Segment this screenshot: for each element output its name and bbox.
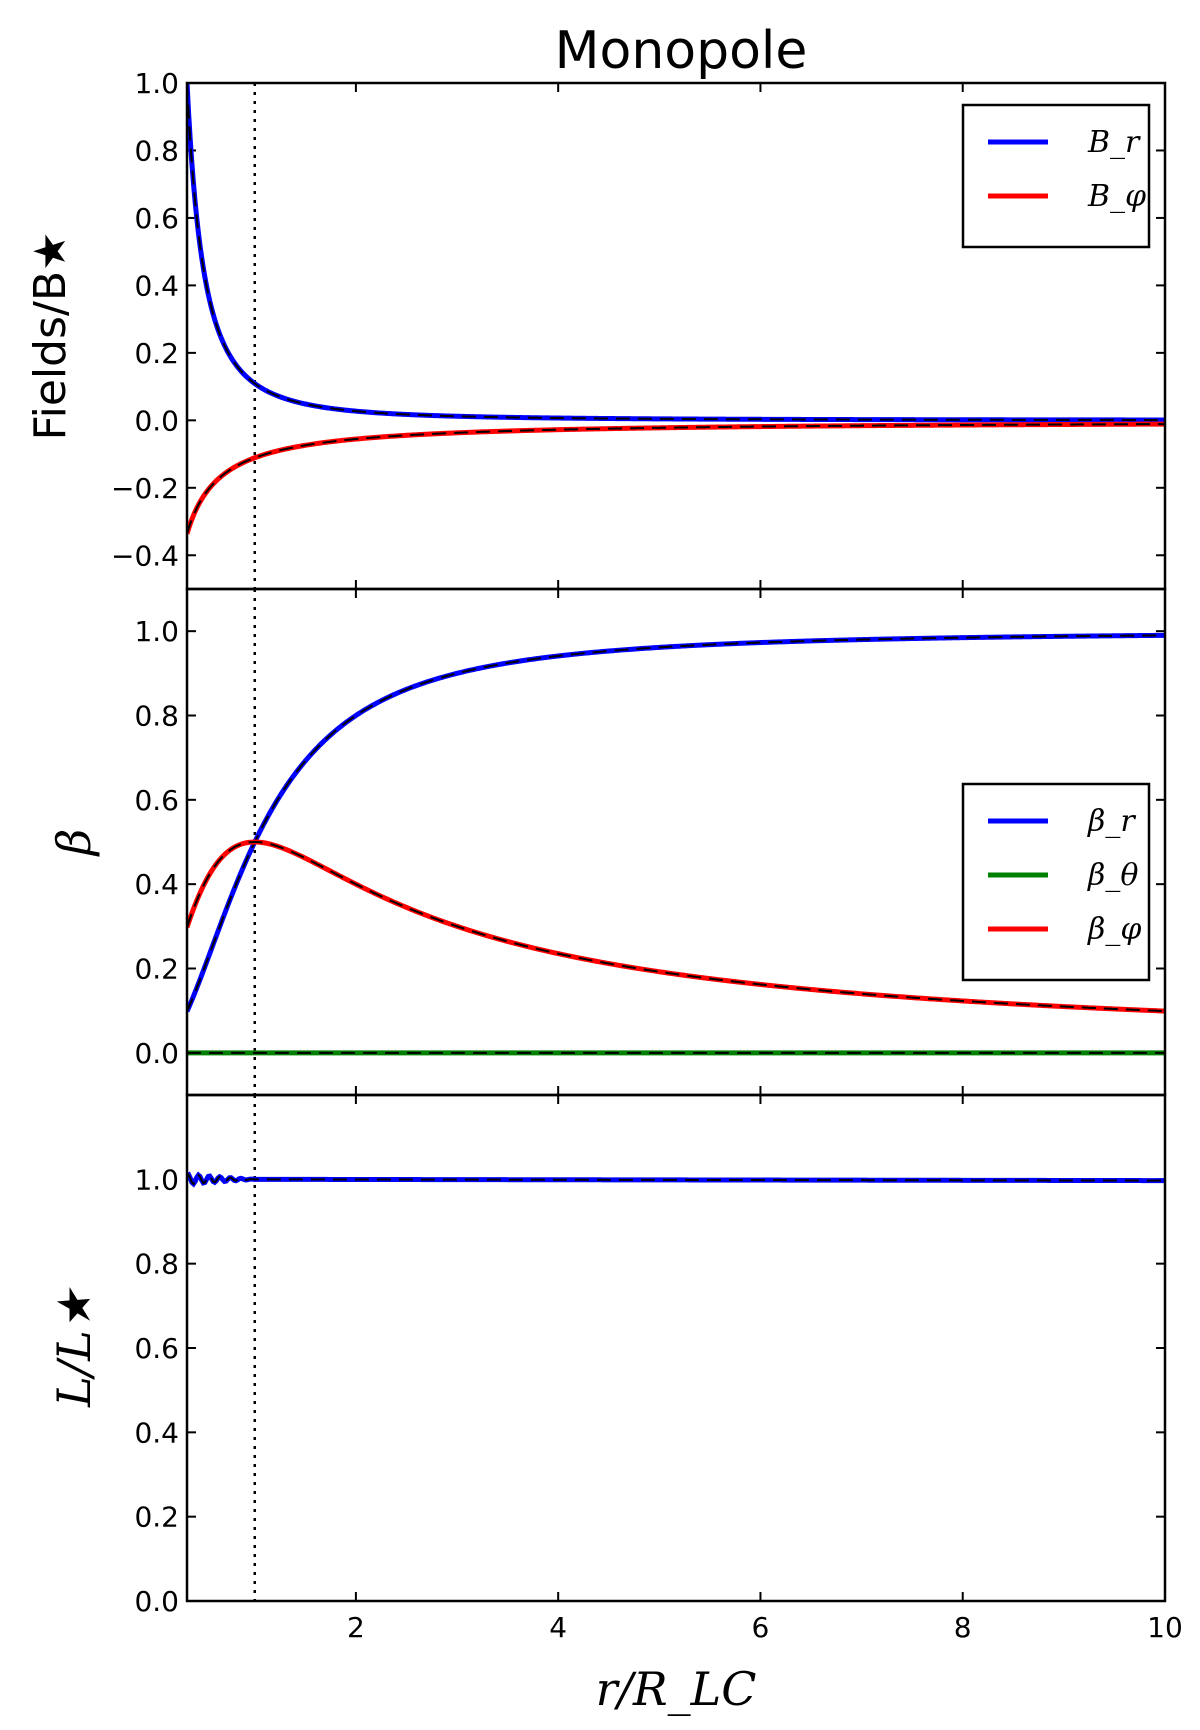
chart-title: Monopole	[555, 21, 808, 81]
y-tick-label: 1.0	[134, 615, 179, 648]
legend-label: B_φ	[1087, 179, 1146, 214]
legend: B_r B_φ	[961, 103, 1151, 249]
y-tick-label: 1.0	[134, 67, 179, 100]
panel-beta: 1.0 0.8 0.6 0.4 0.2 0.0 β β_r β_θ β_φ	[47, 587, 1167, 1097]
analytic-line-β_φ	[187, 840, 1165, 1013]
analytic-line-B_φ	[187, 423, 1165, 535]
y-tick-label: 0.0	[134, 1037, 179, 1070]
y-tick-label: −0.4	[111, 539, 179, 572]
legend-label: β_r	[1087, 804, 1136, 839]
analytic-line-B_r	[187, 83, 1165, 421]
legend-label: β_θ	[1087, 858, 1138, 893]
y-tick-label: 0.4	[134, 1416, 179, 1449]
y-tick-label: 0.4	[134, 868, 179, 901]
x-tick-label: 8	[954, 1611, 972, 1644]
y-axis-label: L/L★	[47, 1286, 101, 1408]
y-tick-label: −0.2	[111, 472, 179, 505]
y-tick-label: 0.2	[134, 337, 179, 370]
legend-box	[961, 782, 1151, 982]
panel-fields: 1.00.80.60.40.20.0−0.2−0.4Fields/B★B_rB_…	[25, 67, 1167, 591]
analytic-line-L	[187, 1173, 1165, 1186]
y-tick-label: 1.0	[134, 1163, 179, 1196]
y-tick-label: 0.2	[134, 953, 179, 986]
analytic-line-β_r	[187, 634, 1165, 1012]
y-tick-label: 0.6	[134, 202, 179, 235]
y-tick-label: 0.0	[134, 1585, 179, 1618]
y-tick-label: 0.8	[134, 700, 179, 733]
y-tick-label: 0.6	[134, 1332, 179, 1365]
y-axis-label: β	[47, 829, 101, 858]
x-tick-label: 10	[1147, 1611, 1183, 1644]
legend-label: B_r	[1087, 125, 1141, 160]
y-tick-label: 0.0	[134, 404, 179, 437]
y-tick-label: 0.8	[134, 1248, 179, 1281]
y-axis-label: Fields/B★	[25, 232, 76, 441]
panel-frame	[185, 1093, 1167, 1603]
x-tick-label: 4	[549, 1611, 567, 1644]
y-tick-label: 0.4	[134, 269, 179, 302]
legend: β_r β_θ β_φ	[961, 782, 1151, 982]
x-tick-label: 6	[752, 1611, 770, 1644]
legend-box	[961, 103, 1151, 249]
x-tick-label: 2	[347, 1611, 365, 1644]
y-tick-label: 0.2	[134, 1501, 179, 1534]
y-tick-label: 0.8	[134, 134, 179, 167]
legend-label: β_φ	[1087, 912, 1141, 947]
x-axis-label: r/R_LC	[596, 1662, 757, 1716]
y-tick-label: 0.6	[134, 784, 179, 817]
panel-luminosity: 1.0 0.8 0.6 0.4 0.2 0.0 L/L★	[47, 1093, 1167, 1618]
